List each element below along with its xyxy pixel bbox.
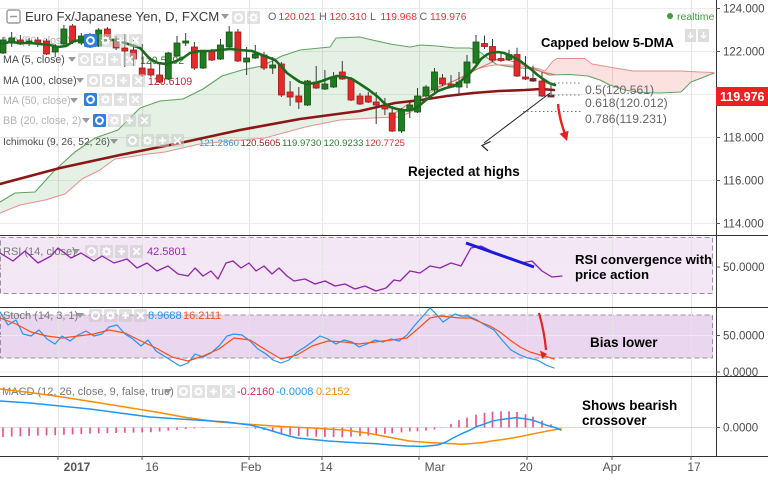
svg-text:C: C [420,11,428,23]
svg-text:-0.0008: -0.0008 [276,386,313,398]
svg-text:Capped below 5-DMA: Capped below 5-DMA [541,35,675,50]
svg-text:Feb: Feb [241,460,262,474]
svg-text:0.786(119.231): 0.786(119.231) [585,112,667,126]
svg-text:Stoch (14, 3, 1): Stoch (14, 3, 1) [3,310,78,322]
svg-text:H: H [319,11,327,23]
svg-text:120.7725: 120.7725 [365,138,405,149]
svg-text:0.618(120.012): 0.618(120.012) [585,96,668,110]
svg-text:0.0000: 0.0000 [723,423,758,435]
svg-text:16: 16 [145,460,159,474]
svg-text:118.000: 118.000 [723,133,764,145]
svg-text:Apr: Apr [603,460,622,474]
svg-text:-0.2160: -0.2160 [237,386,274,398]
svg-text:50.0000: 50.0000 [723,262,765,274]
svg-text:119.9730: 119.9730 [282,138,321,149]
svg-text:price action: price action [575,267,649,282]
svg-text:Rejected at highs: Rejected at highs [408,164,520,179]
svg-text:121.2860: 121.2860 [199,138,239,149]
svg-text:O: O [268,11,276,23]
svg-text:MA (5, close): MA (5, close) [3,54,65,66]
svg-text:L: L [370,11,376,23]
svg-text:119.976: 119.976 [720,90,765,104]
svg-text:16.2111: 16.2111 [183,310,221,322]
svg-text:120.5605: 120.5605 [241,138,281,149]
svg-text:120.310: 120.310 [330,12,367,23]
svg-text:119.976: 119.976 [430,12,467,23]
svg-text:Bias lower: Bias lower [590,335,658,350]
svg-text:Euro Fx/Japanese Yen, D, FXCM: Euro Fx/Japanese Yen, D, FXCM [25,9,219,24]
svg-text:0.5(120.561): 0.5(120.561) [585,83,654,97]
svg-text:BB (20, close, 2): BB (20, close, 2) [3,115,81,127]
svg-text:124.000: 124.000 [723,4,765,16]
svg-text:MA (100, close): MA (100, close) [3,75,77,87]
svg-text:120.9233: 120.9233 [324,138,364,149]
svg-text:20: 20 [519,460,533,474]
svg-text:MA (50, close): MA (50, close) [3,95,71,107]
svg-text:14: 14 [319,460,333,474]
svg-text:Shows bearish: Shows bearish [582,398,677,413]
svg-text:122.000: 122.000 [723,47,765,59]
svg-text:17: 17 [687,460,701,474]
svg-text:116.000: 116.000 [723,176,764,188]
svg-text:Ichimoku (9, 26, 52, 26): Ichimoku (9, 26, 52, 26) [3,137,110,148]
svg-text:114.000: 114.000 [723,219,764,231]
svg-text:realtime: realtime [677,11,715,23]
svg-text:crossover: crossover [582,413,647,428]
svg-text:119.968: 119.968 [381,12,418,23]
svg-text:0.2152: 0.2152 [316,386,350,398]
svg-text:RSI convergence with: RSI convergence with [575,252,712,267]
svg-text:Mar: Mar [425,460,446,474]
svg-text:42.5801: 42.5801 [147,246,187,258]
svg-text:2017: 2017 [64,460,91,474]
svg-text:RSI (14, close): RSI (14, close) [3,246,76,258]
svg-text:0.0000: 0.0000 [723,367,758,379]
svg-text:8.9688: 8.9688 [148,310,182,322]
svg-text:120.021: 120.021 [279,12,316,23]
svg-text:50.0000: 50.0000 [723,331,765,343]
